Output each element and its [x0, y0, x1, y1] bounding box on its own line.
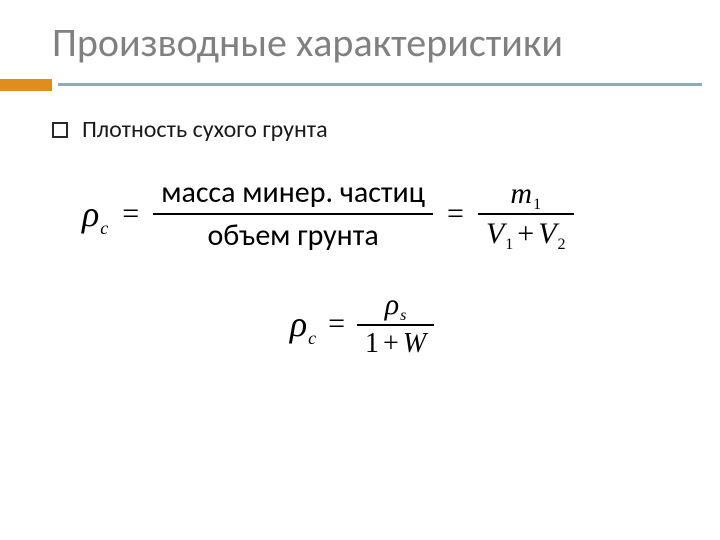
fraction-text-denominator: объем грунта	[199, 215, 386, 256]
title-area: Производные характеристики	[0, 0, 720, 73]
equals-2: =	[447, 197, 464, 231]
bullet-item: Плотность сухого грунта	[52, 115, 672, 144]
rho-c-lhs: ρc	[82, 193, 108, 235]
fraction-2-numerator: ρs	[377, 286, 415, 324]
formula-1: ρc = масса минер. частиц объем грунта = …	[82, 172, 672, 256]
fraction-sym-numerator: m1	[502, 175, 549, 213]
fraction-2-denominator: 1+W	[357, 326, 434, 362]
slide-title: Производные характеристики	[52, 18, 690, 67]
content-area: Плотность сухого грунта ρc = масса минер…	[0, 91, 720, 362]
accent-block	[0, 79, 52, 91]
formula-area: ρc = масса минер. частиц объем грунта = …	[52, 172, 672, 362]
equals-1: =	[122, 197, 139, 231]
horizontal-rule	[58, 79, 720, 91]
fraction-text-numerator: масса минер. частиц	[153, 172, 433, 213]
divider-row	[0, 79, 720, 91]
fraction-2: ρs 1+W	[357, 286, 434, 362]
equals-3: =	[328, 307, 345, 341]
bullet-marker	[52, 122, 68, 138]
fraction-text: масса минер. частиц объем грунта	[153, 172, 433, 256]
formula-2: ρc = ρs 1+W	[52, 286, 672, 362]
rho-c-lhs-2: ρc	[290, 303, 316, 345]
fraction-symbolic: m1 V1+V2	[478, 175, 574, 253]
bullet-text: Плотность сухого грунта	[82, 115, 328, 144]
fraction-sym-denominator: V1+V2	[478, 215, 574, 253]
